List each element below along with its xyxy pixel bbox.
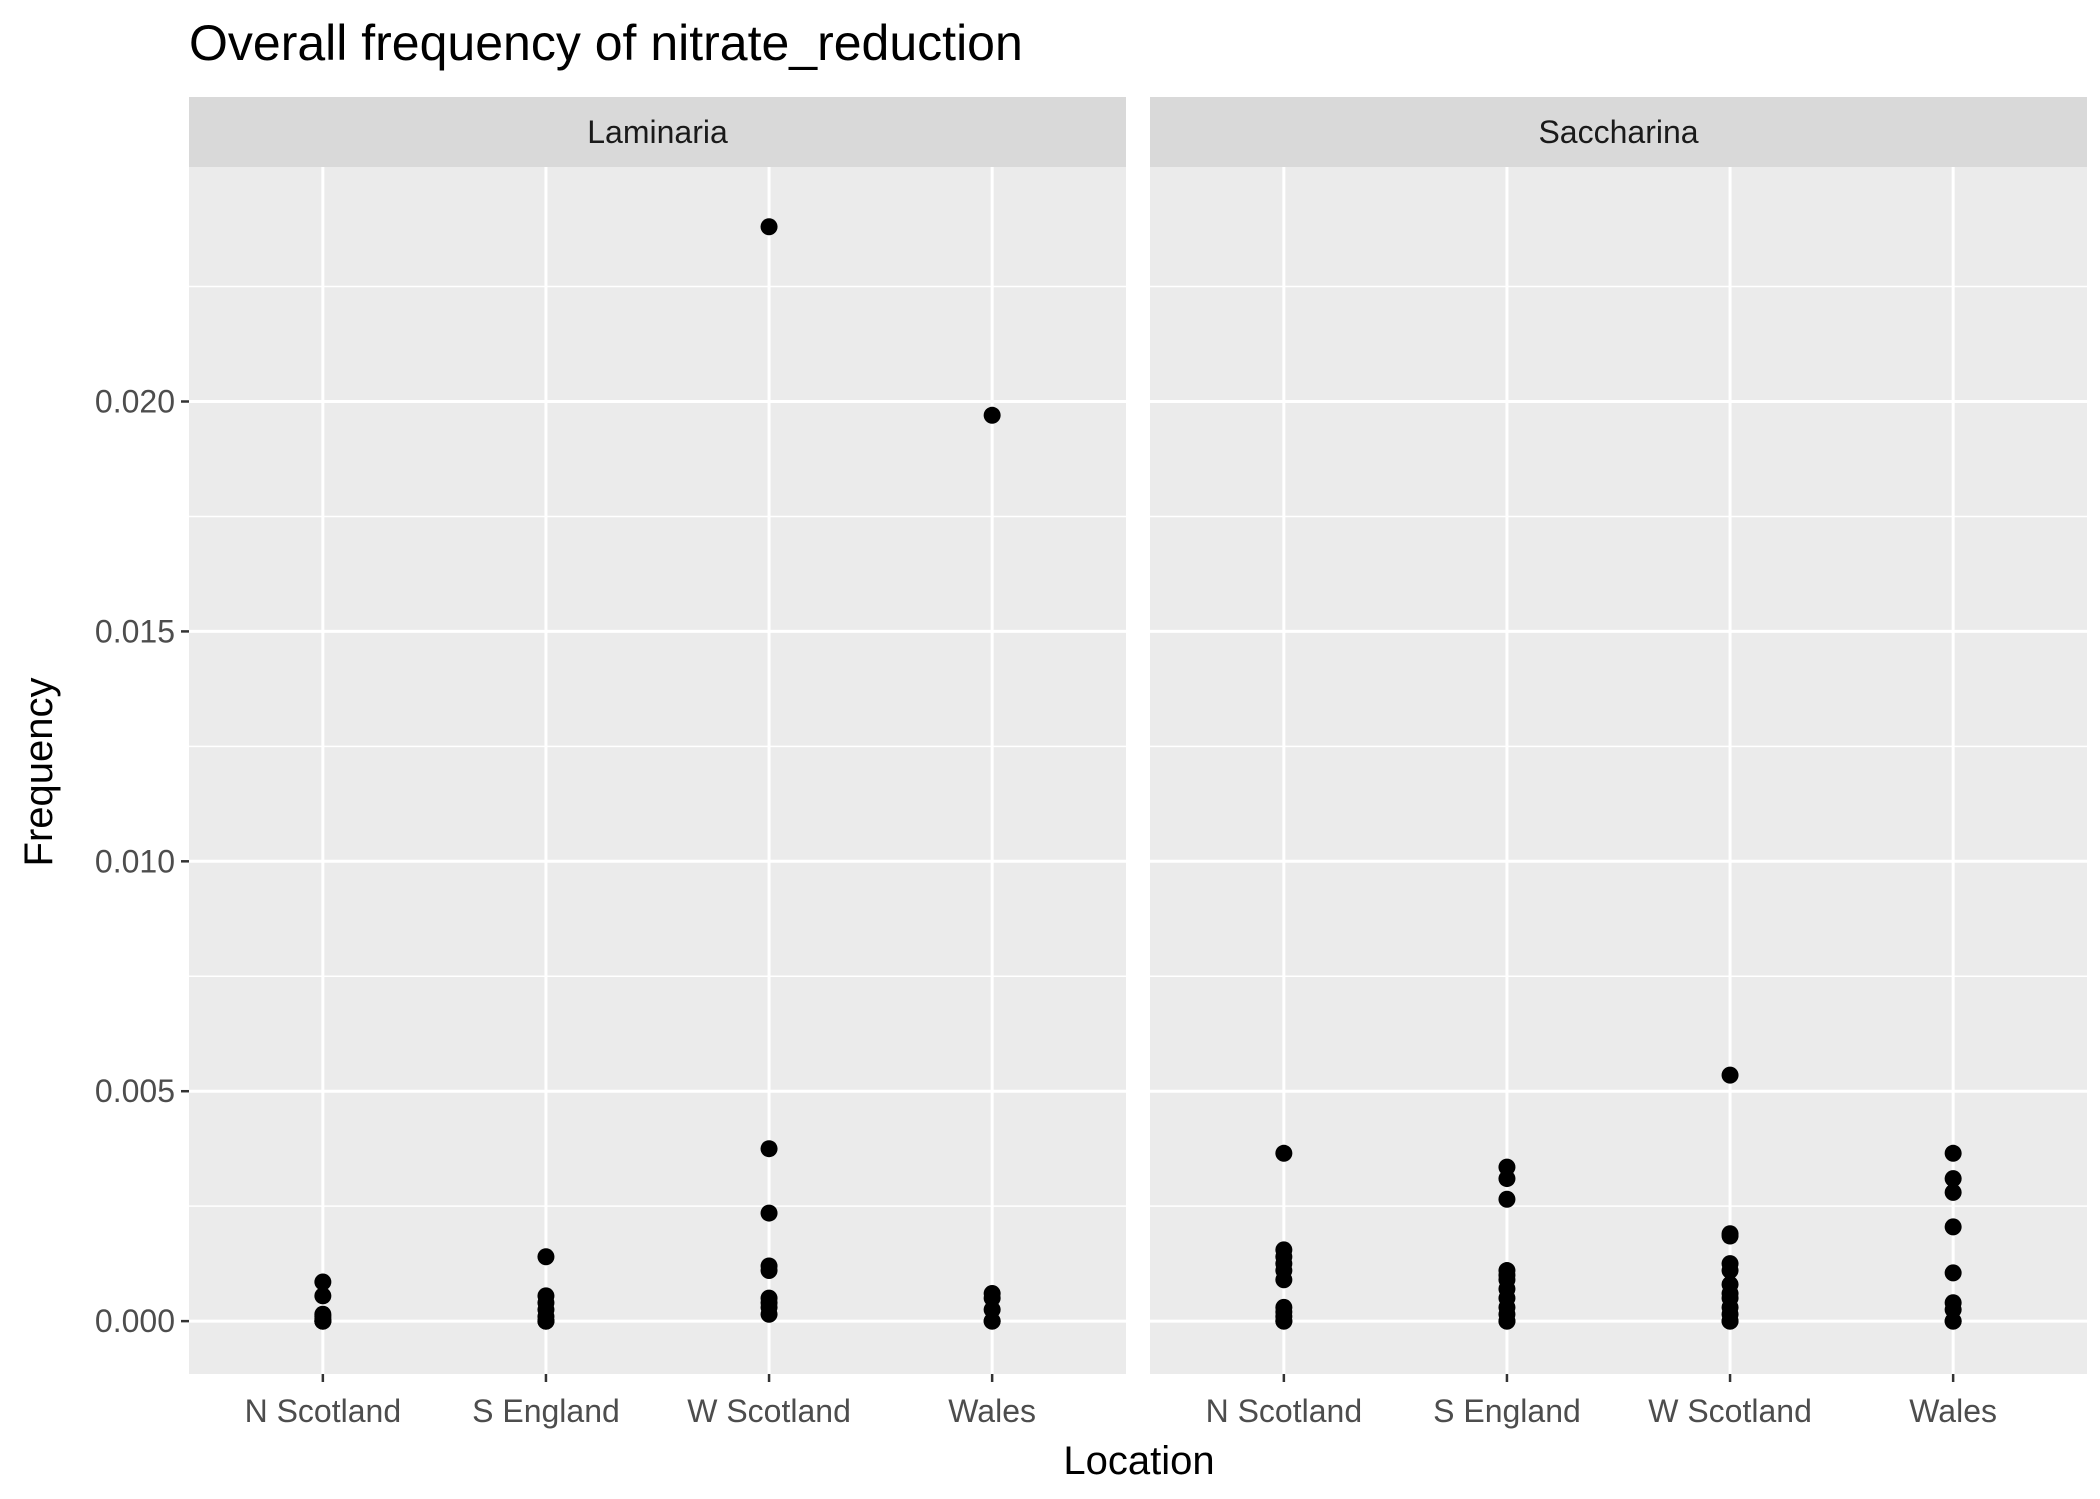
panel-background: [1150, 167, 2087, 1374]
chart-title: Overall frequency of nitrate_reduction: [189, 15, 1023, 71]
data-point: [537, 1312, 555, 1330]
x-axis-title: Location: [1063, 1439, 1214, 1483]
data-point: [1721, 1066, 1739, 1084]
data-point: [1721, 1262, 1739, 1280]
data-point: [1944, 1183, 1962, 1201]
data-point: [537, 1248, 555, 1266]
x-tick-label: W Scotland: [687, 1393, 851, 1429]
data-point: [314, 1287, 332, 1305]
facet-strip: [1150, 97, 2087, 167]
y-tick-label: 0.005: [95, 1073, 175, 1109]
x-tick-label: Wales: [948, 1393, 1036, 1429]
panels: Laminaria N Scotland S England W Scotland Wa…: [95, 97, 2087, 1429]
y-axis-title: Frequency: [17, 678, 61, 867]
x-tick-label: Wales: [1909, 1393, 1997, 1429]
facet-strip: [189, 97, 1126, 167]
data-point: [983, 1312, 1001, 1330]
x-tick-label: S England: [472, 1393, 620, 1429]
data-point: [1944, 1312, 1962, 1330]
data-point: [1275, 1144, 1293, 1162]
data-point: [760, 1262, 778, 1280]
y-tick-label: 0.010: [95, 843, 175, 879]
data-point: [760, 1305, 778, 1323]
x-tick-label: S England: [1433, 1393, 1581, 1429]
data-point: [760, 218, 778, 236]
data-point: [760, 1204, 778, 1222]
x-tick-label: W Scotland: [1648, 1393, 1812, 1429]
data-point: [1944, 1218, 1962, 1236]
facet-label: Laminaria: [587, 114, 728, 150]
data-point: [1498, 1312, 1516, 1330]
facet-label: Saccharina: [1538, 114, 1698, 150]
panel-laminaria: Laminaria N Scotland S England W Scotland Wa…: [95, 97, 1126, 1429]
panel-background: [189, 167, 1126, 1374]
data-point: [1944, 1170, 1962, 1188]
data-point: [1721, 1312, 1739, 1330]
data-point: [983, 406, 1001, 424]
y-tick-label: 0.020: [95, 384, 175, 420]
data-point: [1498, 1190, 1516, 1208]
data-point: [1721, 1227, 1739, 1245]
data-point: [1275, 1271, 1293, 1289]
x-tick-label: N Scotland: [1206, 1393, 1363, 1429]
data-point: [1944, 1264, 1962, 1282]
y-tick-label: 0.015: [95, 613, 175, 649]
data-point: [1275, 1312, 1293, 1330]
data-point: [314, 1273, 332, 1291]
y-tick-label: 0.000: [95, 1303, 175, 1339]
data-point: [314, 1312, 332, 1330]
data-point: [1498, 1170, 1516, 1188]
x-tick-label: N Scotland: [245, 1393, 402, 1429]
data-point: [1944, 1144, 1962, 1162]
data-point: [760, 1140, 778, 1158]
panel-saccharina: Saccharina N Scotland S England W Scotland W…: [1150, 97, 2087, 1429]
